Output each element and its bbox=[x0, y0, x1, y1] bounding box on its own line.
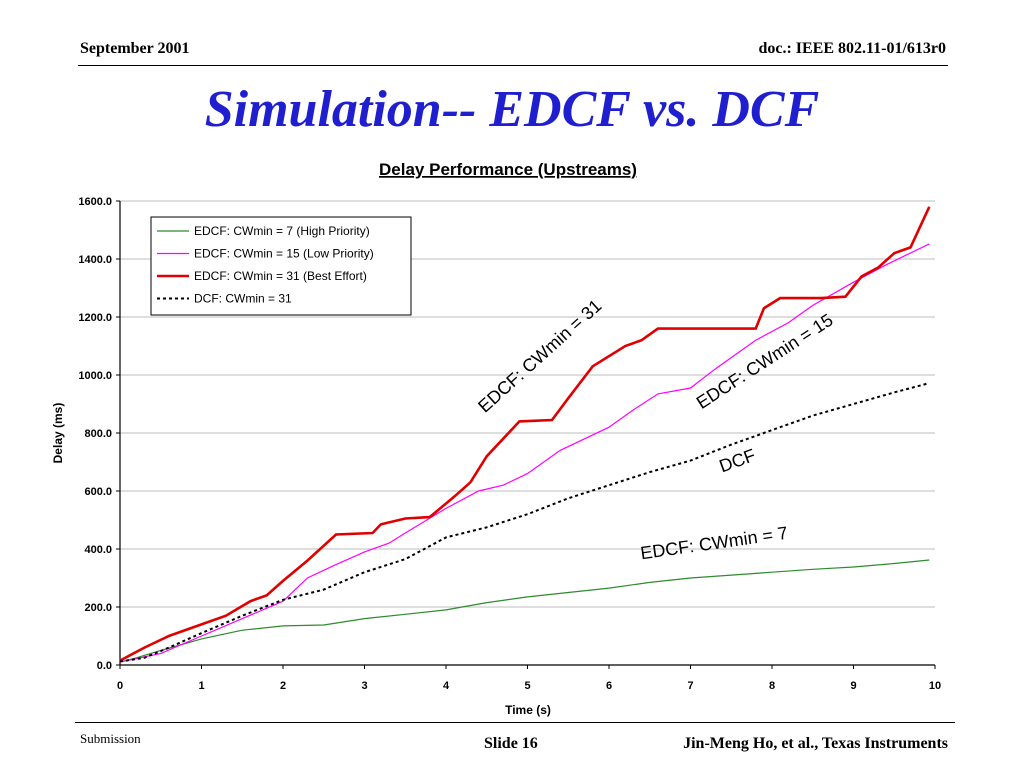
series-line-2 bbox=[119, 243, 930, 663]
x-tick-label: 2 bbox=[280, 680, 286, 692]
annotation-label-3: DCF bbox=[717, 445, 759, 476]
series-line-1 bbox=[119, 559, 930, 663]
x-axis-label: Time (s) bbox=[505, 703, 551, 717]
y-tick-label: 200.0 bbox=[84, 602, 112, 614]
x-tick-label: 5 bbox=[524, 680, 530, 692]
series-line-4 bbox=[119, 382, 930, 663]
footer-rule bbox=[75, 722, 955, 723]
x-tick-label: 8 bbox=[769, 680, 775, 692]
y-tick-label: 600.0 bbox=[84, 486, 112, 498]
footer-submission: Submission bbox=[80, 731, 141, 746]
y-tick-label: 800.0 bbox=[84, 428, 112, 440]
annotation-label-1: EDCF: CWmin = 31 bbox=[474, 296, 605, 417]
chart-title: Delay Performance (Upstreams) bbox=[379, 160, 637, 179]
legend-box bbox=[150, 216, 412, 316]
y-tick-label: 1600.0 bbox=[78, 196, 112, 208]
x-tick-label: 4 bbox=[443, 680, 450, 692]
x-tick-label: 7 bbox=[687, 680, 693, 692]
x-tick-label: 3 bbox=[361, 680, 367, 692]
legend-entry-3: EDCF: CWmin = 31 (Best Effort) bbox=[194, 269, 367, 283]
x-tick-label: 1 bbox=[198, 680, 204, 692]
footer-slide-number: Slide 16 bbox=[484, 735, 538, 752]
legend-entry-2: EDCF: CWmin = 15 (Low Priority) bbox=[194, 247, 374, 261]
header-date: September 2001 bbox=[80, 40, 190, 57]
series-line-3 bbox=[119, 206, 931, 662]
footer-author: Jin-Meng Ho, et al., Texas Instruments bbox=[683, 735, 948, 752]
y-axis-label: Delay (ms) bbox=[51, 403, 65, 464]
y-tick-label: 1000.0 bbox=[78, 370, 112, 382]
legend-entry-4: DCF: CWmin = 31 bbox=[194, 292, 292, 306]
header-doc-id: doc.: IEEE 802.11-01/613r0 bbox=[758, 40, 946, 57]
legend-entry-1: EDCF: CWmin = 7 (High Priority) bbox=[194, 224, 370, 238]
header-rule bbox=[78, 65, 948, 66]
x-tick-label: 10 bbox=[929, 680, 941, 692]
x-tick-label: 0 bbox=[117, 680, 123, 692]
annotation-label-2: EDCF: CWmin = 15 bbox=[693, 310, 837, 413]
slide-title: Simulation-- EDCF vs. DCF bbox=[204, 81, 820, 138]
x-tick-label: 6 bbox=[606, 680, 612, 692]
y-tick-label: 0.0 bbox=[97, 660, 112, 672]
y-tick-label: 400.0 bbox=[84, 544, 112, 556]
y-tick-label: 1400.0 bbox=[78, 254, 112, 266]
y-tick-label: 1200.0 bbox=[78, 312, 112, 324]
annotation-label-4: EDCF: CWmin = 7 bbox=[639, 523, 789, 563]
x-tick-label: 9 bbox=[850, 680, 856, 692]
